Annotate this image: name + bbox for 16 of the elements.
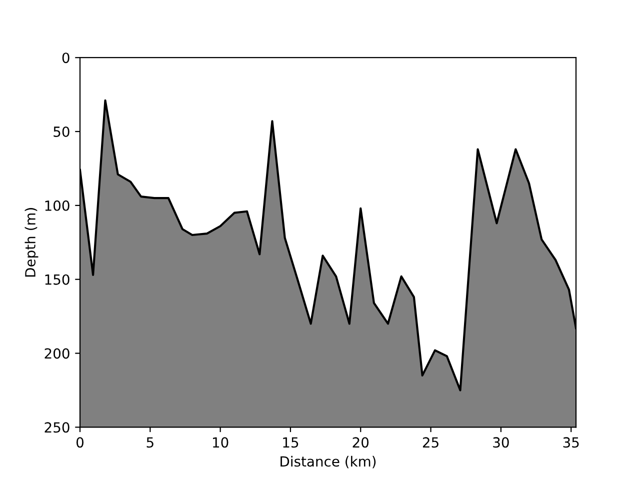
y-tick-label: 0 xyxy=(62,52,70,64)
x-tick-label: 5 xyxy=(146,437,154,448)
x-tick-label: 15 xyxy=(283,437,298,448)
y-tick-label: 250 xyxy=(44,422,70,433)
x-tick-label: 30 xyxy=(493,437,509,448)
y-tick-label: 150 xyxy=(45,274,70,285)
x-axis-title: Distance (km) xyxy=(280,456,376,468)
x-tick-label: 0 xyxy=(76,437,84,448)
y-tick-label: 50 xyxy=(54,126,70,137)
x-tick-label: 35 xyxy=(563,437,579,448)
x-tick-label: 25 xyxy=(422,437,438,448)
y-axis-title: Depth (m) xyxy=(24,208,38,277)
x-tick-label: 20 xyxy=(352,437,369,448)
y-tick-label: 100 xyxy=(45,200,70,211)
x-tick-label: 10 xyxy=(213,437,228,448)
y-tick-label: 200 xyxy=(44,348,70,359)
